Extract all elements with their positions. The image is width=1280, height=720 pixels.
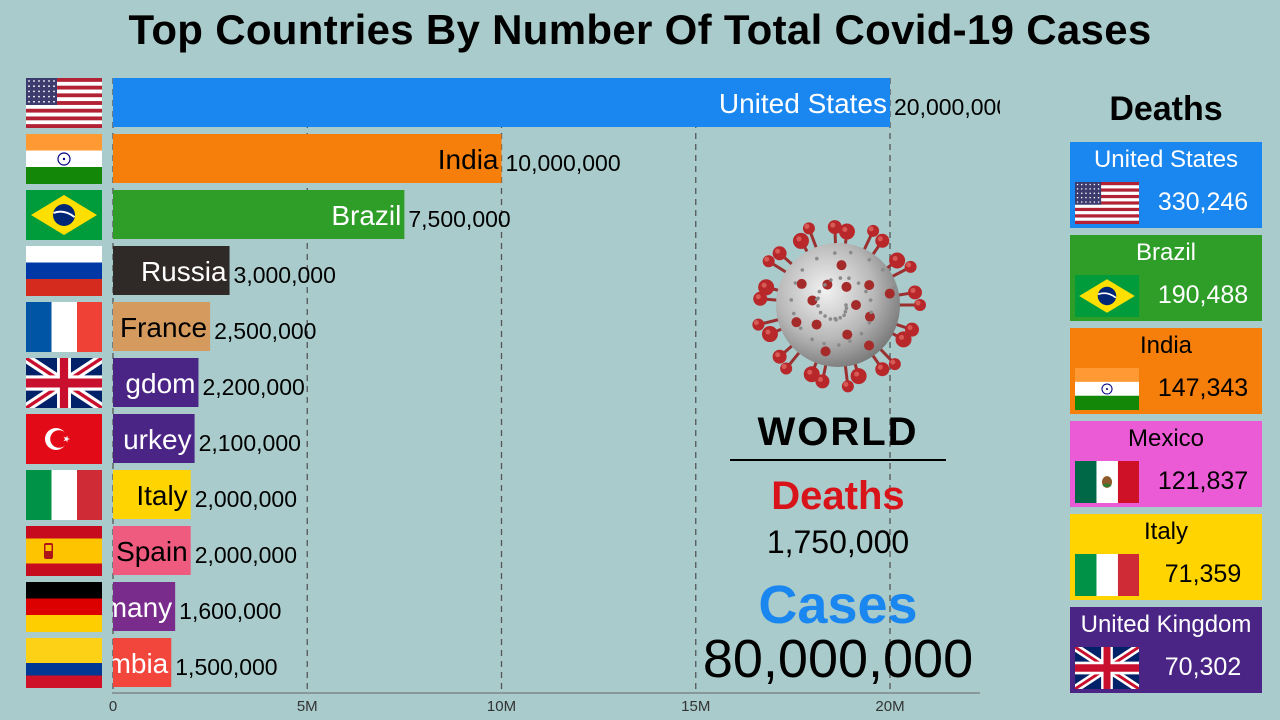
bar-label: many (104, 592, 172, 623)
flag-us-icon (1075, 182, 1139, 224)
world-cases-total: 80,000,000 (702, 629, 974, 689)
bar-value-label: 3,000,000 (234, 262, 336, 288)
bar-label: Spain (116, 536, 188, 567)
bar-chart: United States 20,000,000 India 10,000,000 Br… (104, 78, 1000, 715)
flag-uk-icon (1075, 647, 1139, 689)
flag-turkey-icon (26, 414, 102, 464)
death-card: Italy 71,359 (1070, 514, 1262, 600)
bar-value-label: 2,100,000 (199, 430, 301, 456)
bar-value-label: 1,500,000 (175, 654, 277, 680)
flag-us-icon (26, 78, 102, 128)
flag-brazil-icon (1075, 275, 1139, 317)
flag-italy-icon (26, 470, 102, 520)
flag-france-icon (26, 302, 102, 352)
bar (113, 582, 176, 631)
death-card: United Kingdom 70,302 (1070, 607, 1262, 693)
bar-label: United States (719, 88, 887, 119)
x-tick-label: 15M (681, 698, 710, 715)
x-tick-label: 5M (297, 698, 318, 715)
death-country-name: India (1139, 332, 1193, 359)
deaths-heading: Deaths (1109, 90, 1223, 128)
death-country-name: Italy (1143, 518, 1188, 545)
death-country-name: Brazil (1135, 239, 1196, 266)
flag-india-icon (26, 134, 102, 184)
x-tick-label: 0 (109, 698, 117, 715)
bar-value-label: 10,000,000 (506, 150, 621, 176)
death-count: 71,359 (1164, 560, 1242, 588)
death-country-name: Mexico (1127, 425, 1205, 452)
death-card: India 147,343 (1070, 328, 1262, 414)
bar-value-label: 2,000,000 (195, 542, 297, 568)
bar (113, 78, 890, 127)
bar-value-label: 2,200,000 (202, 374, 304, 400)
bar (113, 190, 405, 239)
death-count: 70,302 (1164, 653, 1242, 681)
bar-label: Italy (136, 480, 187, 511)
bar (113, 246, 230, 295)
death-card: Mexico 121,837 (1070, 421, 1262, 507)
death-count: 330,246 (1157, 188, 1249, 216)
death-count: 147,343 (1157, 374, 1249, 402)
bars: United States 20,000,000 India 10,000,000 Br… (104, 78, 1000, 687)
flag-mexico-icon (1075, 461, 1139, 503)
world-deaths-label: Deaths (771, 474, 905, 518)
death-card: United States 330,246 (1070, 142, 1262, 228)
bar-value-label: 7,500,000 (408, 206, 510, 232)
bar (113, 302, 211, 351)
bar-label: Russia (141, 256, 227, 287)
death-count: 121,837 (1157, 467, 1249, 495)
x-tick-label: 10M (487, 698, 516, 715)
death-card: Brazil 190,488 (1070, 235, 1262, 321)
bar (113, 414, 195, 463)
flag-colombia-icon (26, 638, 102, 688)
bar-label: Brazil (331, 200, 401, 231)
bar-value-label: 2,000,000 (195, 486, 297, 512)
world-cases-label: Cases (758, 575, 918, 635)
death-country-name: United States (1093, 146, 1239, 173)
world-label: WORLD (730, 410, 946, 461)
bar-value-label: 2,500,000 (214, 318, 316, 344)
bar-label: France (120, 312, 207, 343)
bar-label: mbia (108, 648, 169, 679)
bar-label: India (438, 144, 499, 175)
bar (113, 358, 199, 407)
x-tick-label: 20M (875, 698, 904, 715)
bar (113, 470, 191, 519)
flag-brazil-icon (26, 190, 102, 240)
x-axis-ticks: 0 5M 10M 15M 20M (109, 698, 905, 715)
bar (113, 134, 502, 183)
flag-uk-icon (26, 358, 102, 408)
flag-india-icon (1075, 368, 1139, 410)
chart-title: Top Countries By Number Of Total Covid-1… (128, 6, 1152, 53)
bar-label: urkey (123, 424, 191, 455)
bar-value-label: 20,000,000 (894, 94, 1000, 120)
bar (113, 526, 191, 575)
bar-label: gdom (125, 368, 195, 399)
world-deaths-total: 1,750,000 (766, 524, 910, 560)
bar (113, 638, 172, 687)
flag-spain-icon (26, 526, 102, 576)
flag-germany-icon (26, 582, 102, 632)
coronavirus-icon (752, 220, 926, 393)
death-country-name: United Kingdom (1080, 611, 1252, 638)
flag-russia-icon (26, 246, 102, 296)
bar-value-label: 1,600,000 (179, 598, 281, 624)
death-count: 190,488 (1157, 281, 1249, 309)
flag-italy-icon (1075, 554, 1139, 596)
